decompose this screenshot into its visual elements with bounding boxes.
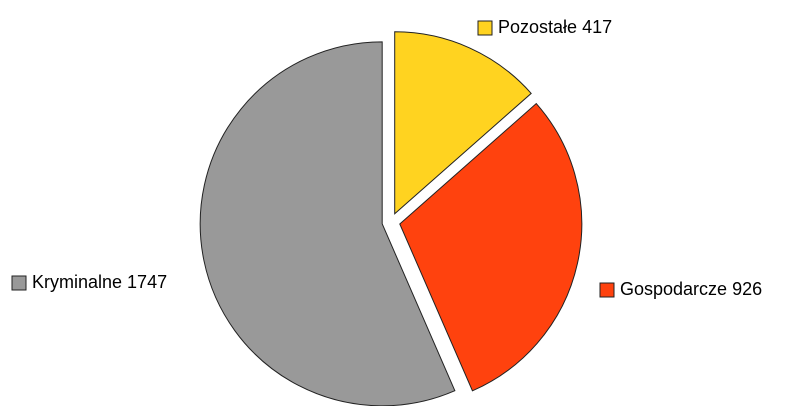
legend-swatch [11, 275, 27, 291]
pie-slice [199, 41, 456, 406]
legend-swatch [599, 282, 615, 298]
slice-value: 926 [732, 279, 762, 299]
slice-label: Kryminalne 1747 [32, 272, 167, 292]
slice-label: Pozostałe 417 [498, 17, 612, 37]
slice-value: 417 [582, 17, 612, 37]
slice-name: Pozostałe [498, 17, 577, 37]
slice-name: Gospodarcze [620, 279, 727, 299]
slice-value: 1747 [127, 272, 167, 292]
pie-slice [399, 102, 583, 392]
slice-name: Kryminalne [32, 272, 122, 292]
slice-label: Gospodarcze 926 [620, 279, 762, 299]
legend-swatch [477, 20, 493, 36]
pie-slice [394, 31, 532, 215]
